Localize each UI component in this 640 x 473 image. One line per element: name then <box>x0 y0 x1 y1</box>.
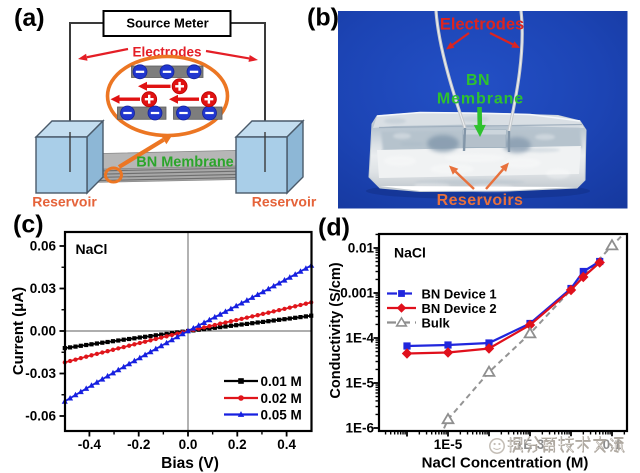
svg-text:Reservoir: Reservoir <box>32 194 97 210</box>
svg-text:0.01: 0.01 <box>348 241 375 256</box>
svg-text:0.001: 0.001 <box>340 286 374 301</box>
svg-text:0.02 M: 0.02 M <box>261 391 302 406</box>
svg-text:1E-5: 1E-5 <box>345 376 374 391</box>
svg-text:-0.2: -0.2 <box>127 437 150 452</box>
svg-text:0.05 M: 0.05 M <box>261 407 302 422</box>
svg-text:NaCl: NaCl <box>76 241 108 257</box>
svg-text:-0.4: -0.4 <box>78 437 102 452</box>
svg-text:Electrodes: Electrodes <box>132 45 201 60</box>
svg-text:Reservoir: Reservoir <box>252 194 317 210</box>
svg-text:(b): (b) <box>307 4 339 32</box>
svg-text:NaCl: NaCl <box>394 245 426 261</box>
svg-text:Reservoirs: Reservoirs <box>437 192 524 209</box>
svg-text:-0.06: -0.06 <box>25 409 56 424</box>
svg-text:1E-4: 1E-4 <box>345 331 374 346</box>
svg-text:0.4: 0.4 <box>277 437 296 452</box>
svg-text:(c): (c) <box>13 211 44 239</box>
svg-text:BN: BN <box>466 72 490 89</box>
svg-text:0.2: 0.2 <box>228 437 247 452</box>
svg-text:BN Membrane: BN Membrane <box>136 155 234 171</box>
svg-text:-0.03: -0.03 <box>25 366 56 381</box>
svg-text:Bias (V): Bias (V) <box>161 455 219 472</box>
svg-text:BN Device 2: BN Device 2 <box>422 301 497 316</box>
svg-text:NaCl Concentration (M): NaCl Concentration (M) <box>422 455 589 472</box>
svg-text:1E-5: 1E-5 <box>434 437 463 452</box>
svg-text:Current (μA): Current (μA) <box>10 287 27 375</box>
svg-text:(a): (a) <box>14 4 45 32</box>
svg-text:0.0: 0.0 <box>179 437 198 452</box>
svg-text:0.03: 0.03 <box>30 281 57 296</box>
svg-text:Electrodes: Electrodes <box>440 16 524 34</box>
svg-text:0.00: 0.00 <box>30 324 56 339</box>
svg-text:Bulk: Bulk <box>422 315 451 330</box>
svg-text:(d): (d) <box>318 214 350 242</box>
svg-text:0.06: 0.06 <box>30 239 57 254</box>
svg-text:Source Meter: Source Meter <box>126 16 208 31</box>
svg-text:1E-6: 1E-6 <box>345 421 374 436</box>
svg-text:Conductivity (S/cm): Conductivity (S/cm) <box>328 262 344 398</box>
svg-text:BN Device 1: BN Device 1 <box>422 286 497 301</box>
svg-text:Membrane: Membrane <box>437 91 524 108</box>
svg-text:0.01 M: 0.01 M <box>261 374 302 389</box>
